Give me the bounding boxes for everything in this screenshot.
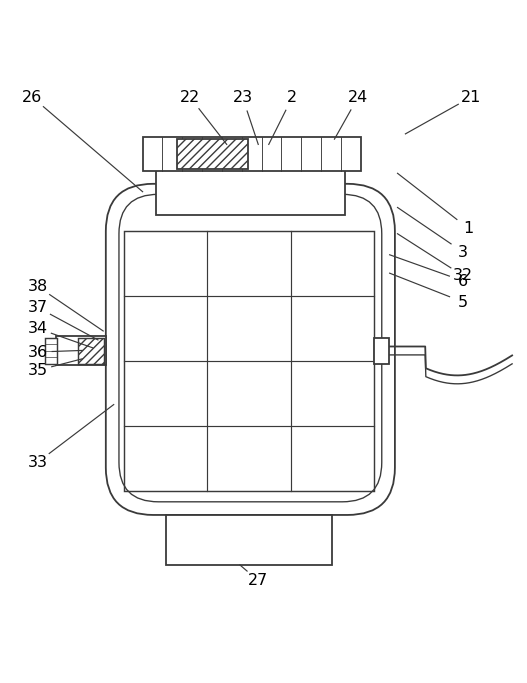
Text: 24: 24 [348, 89, 368, 104]
Bar [124, 231, 374, 491]
Bar [374, 338, 388, 363]
Text: 1: 1 [463, 221, 474, 236]
Bar [143, 137, 361, 171]
Text: 35: 35 [27, 363, 47, 378]
Text: 34: 34 [27, 321, 47, 336]
Bar [177, 139, 248, 169]
Bar [79, 338, 104, 363]
Text: 3: 3 [458, 245, 468, 260]
Bar [45, 338, 57, 363]
Text: 36: 36 [27, 344, 47, 359]
FancyBboxPatch shape [106, 184, 395, 515]
Text: 5: 5 [458, 294, 469, 309]
Bar [56, 336, 106, 365]
Text: 21: 21 [461, 89, 481, 104]
Text: 38: 38 [27, 279, 47, 294]
Bar [156, 163, 345, 215]
Text: 32: 32 [453, 268, 473, 283]
Text: 2: 2 [287, 89, 297, 104]
Text: 22: 22 [180, 89, 200, 104]
Bar [166, 515, 332, 565]
Text: 6: 6 [458, 274, 469, 288]
Text: 33: 33 [27, 455, 47, 470]
Text: 26: 26 [22, 89, 42, 104]
Text: 37: 37 [27, 300, 47, 315]
Text: 27: 27 [248, 573, 268, 588]
Text: 23: 23 [232, 89, 252, 104]
